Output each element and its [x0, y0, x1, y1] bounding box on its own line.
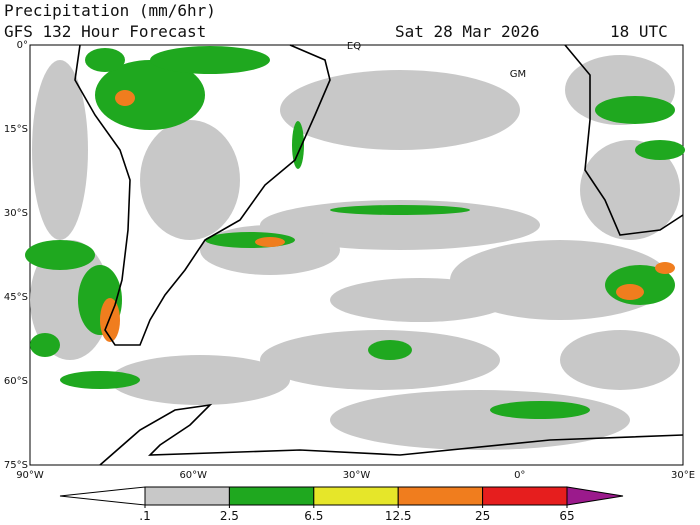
colorbar-label: 2.5 — [220, 509, 239, 523]
africa-coast — [564, 44, 684, 236]
annotation: EQ — [347, 41, 361, 52]
forecast-date: Sat 28 Mar 2026 — [395, 22, 540, 41]
colorbar-label: .1 — [139, 509, 150, 523]
forecast-time: 18 UTC — [610, 22, 668, 41]
lat-label: 0° — [17, 40, 28, 51]
map-subtitle: GFS 132 Hour Forecast — [4, 22, 206, 41]
colorbar-high — [566, 486, 624, 506]
antarctica-coast — [99, 403, 684, 466]
lon-label: 60°W — [179, 470, 207, 481]
lon-label: 30°W — [343, 470, 371, 481]
south-america-coast — [74, 44, 331, 346]
lon-label: 0° — [514, 470, 525, 481]
lat-label: 75°S — [4, 460, 28, 471]
colorbar-segment — [397, 486, 484, 506]
colorbar-label: 6.5 — [304, 509, 323, 523]
precip-light — [30, 55, 680, 450]
colorbar-segment — [228, 486, 315, 506]
colorbar-low — [59, 486, 146, 506]
lon-label: 30°E — [671, 470, 695, 481]
colorbar-label: 12.5 — [385, 509, 412, 523]
colorbar-label: 65 — [559, 509, 574, 523]
map-title: Precipitation (mm/6hr) — [4, 1, 216, 20]
lat-label: 15°S — [4, 124, 28, 135]
colorbar-label: 25 — [475, 509, 490, 523]
lat-label: 30°S — [4, 208, 28, 219]
lon-label: 90°W — [16, 470, 44, 481]
colorbar-segment — [482, 486, 568, 506]
lat-label: 45°S — [4, 292, 28, 303]
map — [25, 44, 685, 466]
lat-label: 60°S — [4, 376, 28, 387]
colorbar-segment — [313, 486, 399, 506]
annotation: GM — [510, 69, 526, 80]
colorbar-segment — [144, 486, 230, 506]
